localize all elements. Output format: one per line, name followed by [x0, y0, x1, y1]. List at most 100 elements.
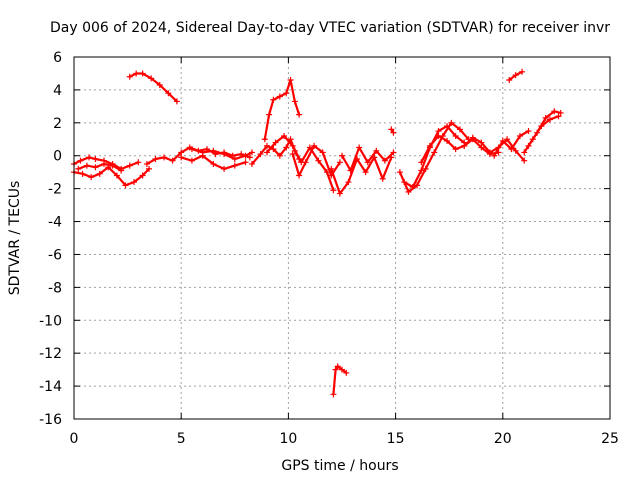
data-point [302, 159, 309, 166]
series-s4 [126, 70, 180, 105]
data-point [77, 157, 84, 164]
data-point [266, 111, 273, 118]
data-point [504, 136, 511, 143]
data-point [461, 142, 468, 149]
series-trace [398, 121, 470, 193]
data-point [409, 183, 416, 190]
data-point [261, 136, 268, 143]
data-point [414, 182, 421, 189]
series-trace [72, 166, 151, 187]
data-point [534, 129, 541, 136]
data-point [491, 152, 498, 159]
series-s8 [248, 136, 303, 167]
data-point [291, 98, 298, 105]
data-point [263, 142, 270, 149]
x-tick-label: 0 [70, 431, 79, 447]
data-point [133, 70, 140, 77]
y-tick-label: -2 [48, 182, 62, 198]
data-point [276, 93, 283, 100]
data-point [231, 162, 238, 169]
data-point [281, 132, 288, 139]
data-point [289, 142, 296, 149]
data-point [512, 147, 519, 154]
data-point [388, 126, 395, 133]
data-point [92, 156, 99, 163]
data-point [431, 149, 438, 156]
data-point [135, 159, 142, 166]
data-point [257, 151, 264, 158]
y-tick-label: 2 [53, 116, 62, 132]
data-point [557, 109, 564, 116]
data-point [315, 157, 322, 164]
data-point [525, 128, 532, 135]
series-s20 [491, 128, 532, 159]
y-tick-label: -12 [39, 346, 62, 362]
y-tick-label: -4 [48, 215, 62, 231]
series-trace [523, 115, 560, 154]
data-point [122, 182, 129, 189]
data-point [401, 179, 408, 186]
data-point [336, 190, 343, 197]
y-tick-label: -6 [48, 247, 62, 263]
series-trace [265, 134, 335, 192]
series-trace [420, 134, 500, 164]
data-point [152, 156, 159, 163]
data-point [118, 167, 125, 174]
data-point [139, 172, 146, 179]
data-point [139, 70, 146, 77]
data-point [362, 169, 369, 176]
series-s7 [188, 146, 255, 163]
series-s9 [261, 77, 303, 143]
series-s15 [330, 363, 350, 398]
data-point [156, 81, 163, 88]
data-point [311, 142, 318, 149]
y-tick-label: -14 [39, 379, 62, 395]
data-point [330, 391, 337, 398]
data-point [178, 154, 185, 161]
data-point [287, 77, 294, 84]
data-point [512, 72, 519, 79]
data-point [242, 159, 249, 166]
data-point [242, 152, 249, 159]
data-point [248, 149, 255, 156]
y-tick-label: 6 [53, 50, 62, 66]
series-trace [403, 124, 466, 189]
data-point [332, 366, 339, 373]
data-point [287, 136, 294, 143]
x-tick-label: 5 [177, 431, 186, 447]
data-point [75, 165, 82, 172]
data-point [422, 165, 429, 172]
data-point [270, 146, 277, 153]
series-s23 [525, 108, 564, 149]
data-point [345, 179, 352, 186]
data-point [86, 154, 93, 161]
data-point [246, 154, 253, 161]
plot-frame [73, 56, 611, 420]
data-point [126, 162, 133, 169]
data-point [283, 144, 290, 151]
grid [74, 57, 610, 419]
data-point [210, 160, 217, 167]
series-trace [128, 72, 178, 103]
data-point [263, 149, 270, 156]
x-axis-title: GPS time / hours [281, 458, 398, 474]
data-point [347, 167, 354, 174]
data-point [148, 75, 155, 82]
y-tick-label: -8 [48, 280, 62, 296]
chart-title: Day 006 of 2024, Sidereal Day-to-day VTE… [50, 20, 610, 36]
data-point [88, 174, 95, 181]
data-point [542, 114, 549, 121]
data-point [525, 142, 532, 149]
data-point [210, 147, 217, 154]
data-point [109, 162, 116, 169]
series-s21 [506, 68, 526, 84]
data-point [306, 144, 313, 151]
data-point [272, 139, 279, 146]
data-point [418, 159, 425, 166]
data-point [452, 132, 459, 139]
data-point [296, 172, 303, 179]
series-s22 [521, 113, 562, 156]
data-point [516, 132, 523, 139]
data-point [334, 363, 341, 370]
data-point [435, 132, 442, 139]
